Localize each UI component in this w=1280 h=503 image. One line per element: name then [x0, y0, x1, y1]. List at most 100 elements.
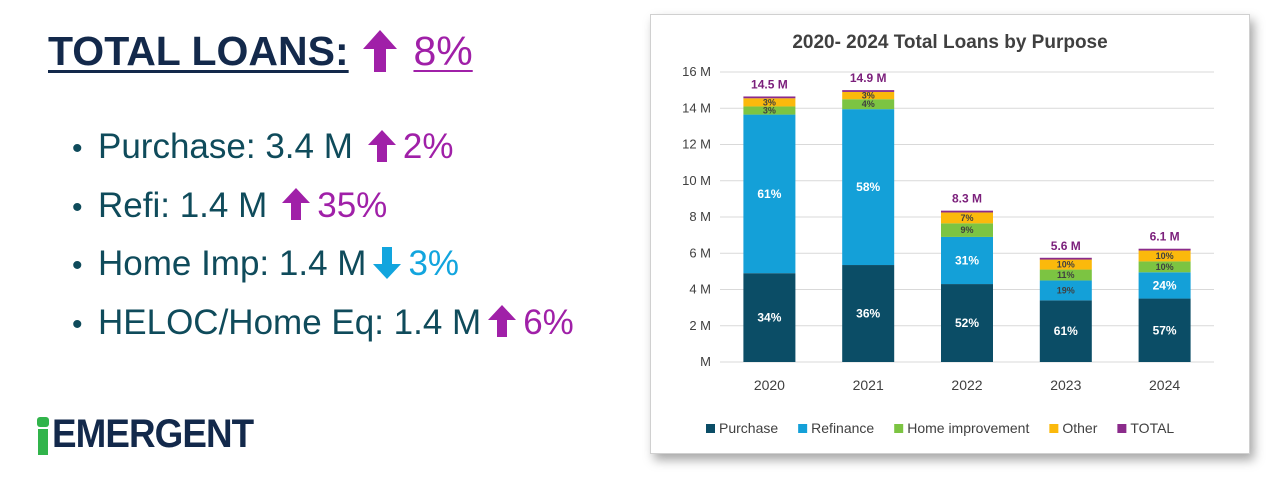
bar-segment-refinance — [941, 236, 993, 285]
y-tick-label: 16 M — [682, 64, 711, 79]
list-item-refi: • Refi: 1.4 M 35% — [72, 177, 574, 236]
logo-wordmark: EMERGENT — [52, 412, 254, 456]
data-label: 9% — [960, 225, 973, 235]
data-label: 3% — [763, 97, 776, 107]
x-tick-label: 2020 — [754, 377, 785, 393]
y-tick-label: 12 M — [682, 137, 711, 152]
bar-segment-purchase — [1138, 298, 1191, 362]
bar-segment-other — [842, 91, 895, 100]
data-label: 36% — [856, 307, 880, 321]
arrow-down-icon — [373, 246, 402, 279]
legend-item: Home improvement — [907, 420, 1029, 436]
bar-segment-purchase — [1039, 300, 1092, 362]
bullet-value: 1.4 M — [393, 302, 482, 342]
legend-swatch — [894, 424, 904, 433]
total-label: 14.5 M — [751, 77, 788, 91]
bar-segment-total — [743, 96, 796, 99]
bar-segment-home-improvement — [1138, 261, 1191, 273]
total-label: 5.6 M — [1051, 239, 1081, 253]
bullet-dot: • — [72, 307, 83, 341]
data-label: 52% — [955, 316, 979, 330]
legend-item: Purchase — [719, 420, 778, 436]
arrow-up-icon — [488, 305, 517, 338]
bullet-dot: • — [72, 132, 83, 165]
bar-segment-total — [1138, 248, 1191, 251]
y-tick-label: 2 M — [689, 318, 711, 333]
x-tick-label: 2024 — [1149, 377, 1180, 393]
total-label: 6.1 M — [1150, 230, 1180, 244]
data-label: 3% — [763, 106, 776, 116]
bar-segment-other — [941, 212, 993, 224]
bar-segment-other — [1138, 250, 1191, 262]
headline: TOTAL LOANS: 8% — [48, 26, 473, 76]
y-tick-label: 4 M — [689, 282, 711, 297]
y-tick-label: 8 M — [689, 209, 711, 224]
bullet-label: Refi: — [98, 185, 170, 225]
list-item-home-imp: • Home Imp: 1.4 M 3% — [72, 235, 574, 294]
bar-segment-other — [743, 98, 796, 107]
bar-segment-total — [941, 210, 993, 213]
data-label: 31% — [955, 254, 979, 268]
headline-change: 8% — [413, 28, 473, 74]
y-tick-label: 6 M — [689, 245, 711, 260]
legend-item: Refinance — [811, 420, 874, 436]
data-label: 24% — [1153, 278, 1177, 292]
bullet-label: Home Imp: — [98, 244, 270, 283]
arrow-up-icon — [282, 188, 311, 221]
bullet-dot: • — [72, 190, 83, 224]
bar-segment-other — [1039, 259, 1092, 270]
list-item-heloc: • HELOC/Home Eq: 1.4 M 6% — [72, 294, 574, 353]
legend-item: TOTAL — [1130, 420, 1174, 436]
data-label: 10% — [1156, 262, 1174, 272]
bar-segment-home-improvement — [1039, 269, 1092, 281]
x-tick-label: 2022 — [951, 377, 982, 393]
data-label: 10% — [1156, 251, 1174, 261]
legend-swatch — [706, 424, 715, 433]
data-label: 58% — [856, 180, 880, 194]
chart-card: 2020- 2024 Total Loans by Purpose M 2 M 4 M… — [650, 14, 1250, 454]
bullet-value: 1.4 M — [179, 185, 268, 225]
legend-swatch — [798, 424, 808, 433]
data-label: 4% — [862, 99, 875, 109]
bar-segment-home-improvement — [941, 223, 993, 237]
bar-segment-refinance — [842, 109, 895, 266]
y-tick-label: 10 M — [682, 173, 711, 188]
data-label: 61% — [1054, 324, 1078, 338]
bullet-value: 3.4 M — [265, 127, 353, 166]
data-label: 11% — [1057, 270, 1075, 280]
bullet-change: 3% — [408, 244, 460, 283]
x-tick-label: 2021 — [853, 377, 884, 393]
arrow-up-icon — [367, 129, 396, 162]
bar-segment-home-improvement — [743, 106, 796, 115]
y-tick-label: 14 M — [682, 100, 711, 115]
y-tick-label: M — [700, 354, 711, 369]
data-label: 10% — [1057, 260, 1075, 270]
iemergent-logo: EMERGENT — [36, 412, 271, 462]
bullet-change: 35% — [317, 185, 388, 225]
stacked-bar-chart: 2020- 2024 Total Loans by Purpose M 2 M 4 M… — [682, 32, 1214, 436]
data-label: 3% — [862, 91, 875, 101]
data-label: 61% — [757, 187, 781, 201]
chart-title: 2020- 2024 Total Loans by Purpose — [792, 32, 1107, 53]
list-item-purchase: • Purchase: 3.4 M 2% — [72, 118, 574, 177]
arrow-up-icon — [363, 30, 398, 73]
bar-segment-refinance — [1138, 272, 1191, 299]
headline-label: TOTAL LOANS: — [48, 28, 349, 74]
data-label: 19% — [1057, 285, 1075, 295]
bar-segment-total — [842, 90, 895, 92]
bullet-label: HELOC/Home Eq: — [98, 302, 384, 342]
total-label: 8.3 M — [952, 192, 982, 206]
logo-i-mark — [36, 417, 50, 457]
bullet-dot: • — [72, 249, 83, 282]
bar-segment-refinance — [1039, 280, 1092, 301]
bar-segment-purchase — [941, 284, 993, 362]
legend-swatch — [1117, 424, 1127, 433]
bar-segment-purchase — [842, 265, 895, 362]
data-label: 57% — [1153, 323, 1177, 337]
data-label: 34% — [757, 311, 781, 325]
bullet-change: 2% — [402, 127, 454, 166]
bullet-label: Purchase: — [98, 127, 256, 166]
bar-segment-total — [1039, 257, 1092, 260]
x-tick-label: 2023 — [1050, 377, 1081, 393]
loan-breakdown-list: • Purchase: 3.4 M 2% • Refi: 1.4 M 35% • Home… — [72, 118, 574, 352]
